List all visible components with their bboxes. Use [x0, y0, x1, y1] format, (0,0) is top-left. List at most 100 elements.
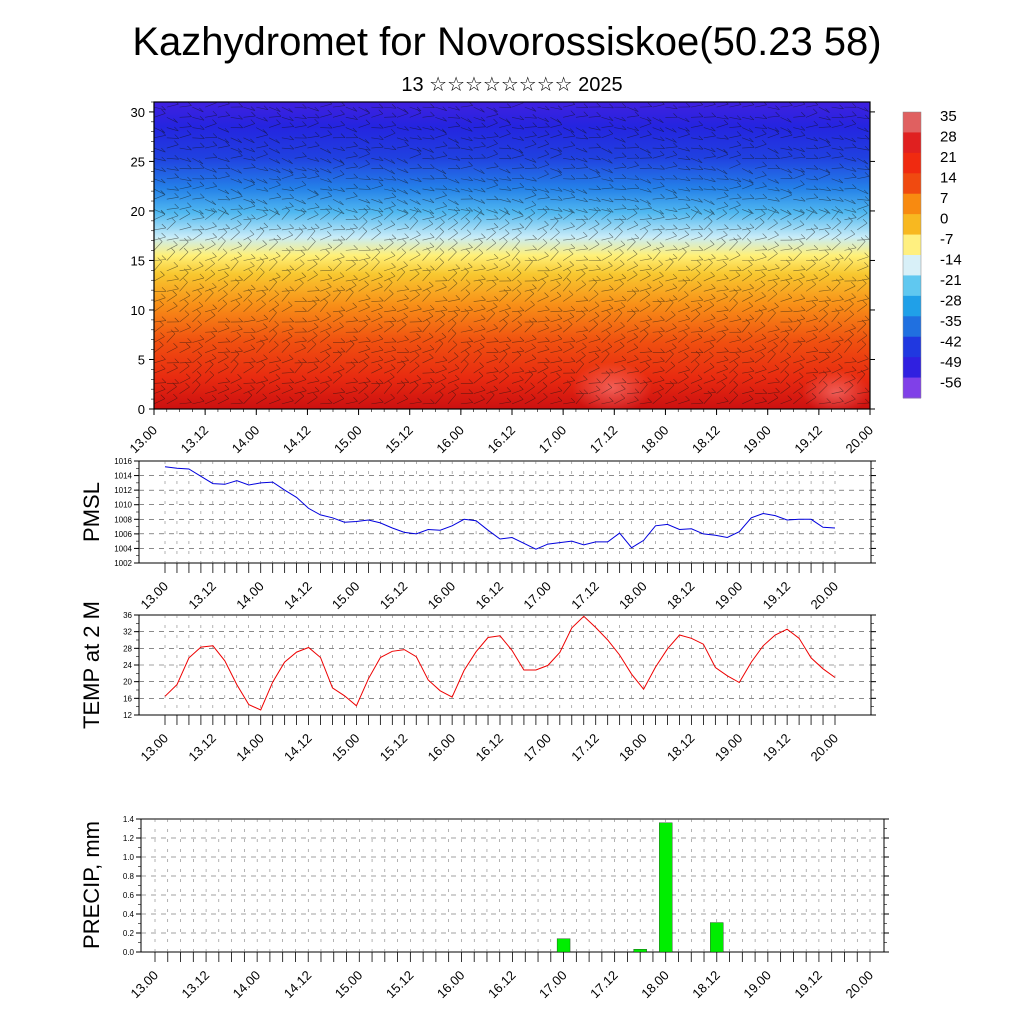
wind-barb — [473, 389, 486, 394]
x-tick-label: 20.00 — [843, 423, 877, 457]
wind-barb — [217, 115, 230, 118]
wind-barb — [601, 277, 614, 282]
wind-barb — [259, 226, 265, 232]
wind-barb — [365, 149, 370, 155]
wind-barb — [217, 188, 230, 195]
wind-barb — [793, 209, 805, 214]
wind-barb — [314, 157, 320, 162]
wind-barb — [166, 265, 178, 272]
wind-barb — [422, 216, 435, 220]
wind-barb — [251, 284, 256, 290]
wind-barb — [154, 324, 164, 333]
wind-barb — [486, 114, 499, 118]
wind-barb — [862, 218, 868, 224]
wind-barb — [494, 347, 499, 353]
wind-barb — [422, 209, 434, 214]
wind-barb — [544, 323, 549, 329]
wind-barb — [852, 276, 857, 282]
wind-barb — [212, 385, 217, 391]
wind-barb — [358, 257, 371, 261]
wind-barb — [762, 233, 767, 238]
wind-barb — [831, 344, 841, 353]
wind-barb — [652, 370, 665, 374]
wind-barb — [647, 377, 652, 382]
wind-barb — [230, 304, 241, 313]
wind-barb — [383, 384, 393, 394]
wind-barb — [588, 127, 601, 131]
wind-barb — [160, 364, 166, 370]
wind-barb — [371, 178, 384, 182]
y-tick-label: 15 — [131, 253, 145, 268]
wind-barb — [849, 330, 854, 335]
wind-barb — [771, 206, 776, 212]
wind-barb — [212, 119, 217, 124]
wind-barb — [857, 176, 870, 180]
wind-barb — [619, 248, 624, 254]
wind-barb — [339, 394, 345, 399]
wind-barb — [268, 333, 278, 343]
wind-barb — [799, 372, 804, 377]
wind-barb — [345, 381, 358, 384]
wind-barb — [695, 350, 701, 356]
wind-barb — [786, 352, 791, 357]
wind-barb — [826, 186, 831, 191]
y-tick-label: 32 — [123, 628, 132, 637]
wind-barb — [542, 228, 547, 233]
wind-barb — [350, 361, 356, 366]
wind-barb — [537, 340, 550, 343]
wind-barb — [818, 106, 830, 113]
wind-barb — [263, 253, 269, 259]
wind-barb — [371, 359, 384, 364]
wind-barb — [557, 386, 563, 392]
wind-barb — [672, 273, 678, 279]
wind-barb — [187, 182, 192, 187]
wind-barb — [634, 306, 640, 312]
wind-barb — [396, 158, 408, 164]
wind-barb — [179, 206, 192, 210]
colorbar-label: 35 — [940, 108, 957, 125]
wind-barb — [684, 352, 689, 357]
wind-barb — [550, 349, 563, 354]
wind-barb — [741, 295, 753, 302]
wind-barb — [499, 147, 512, 150]
wind-barb — [371, 215, 383, 220]
wind-barb — [608, 304, 614, 309]
wind-barb — [179, 295, 191, 302]
wind-barb — [874, 299, 878, 303]
wind-barb — [429, 212, 435, 218]
wind-barb — [435, 336, 447, 343]
wind-barb — [363, 207, 369, 213]
wind-barb — [736, 177, 742, 182]
wind-barb — [608, 197, 614, 203]
wind-barb — [468, 127, 473, 132]
wind-barb — [690, 364, 700, 374]
wind-barb — [396, 242, 407, 251]
wind-barb — [711, 294, 716, 299]
wind-barb — [358, 324, 368, 333]
wind-barb — [787, 210, 792, 215]
wind-barb — [224, 128, 230, 133]
wind-barb — [263, 285, 269, 290]
wind-barb — [844, 157, 857, 162]
wind-barb — [767, 353, 776, 364]
wind-barb — [320, 168, 332, 174]
wind-barb — [748, 302, 754, 307]
wind-barb — [839, 335, 844, 341]
wind-barb — [441, 382, 446, 388]
y-tick-label: 0.2 — [123, 929, 135, 938]
wind-barb — [274, 290, 279, 295]
wind-barb — [179, 157, 192, 163]
wind-barb — [748, 291, 753, 297]
wind-barb — [837, 352, 843, 358]
wind-barb — [665, 249, 678, 251]
wind-barb — [723, 201, 729, 207]
wind-barb — [224, 394, 229, 399]
wind-barb — [435, 394, 444, 405]
wind-barb — [754, 143, 767, 149]
wind-barb — [505, 261, 511, 266]
wind-barb — [327, 274, 333, 279]
wind-barb — [288, 159, 293, 164]
wind-barb — [383, 397, 395, 405]
wind-barb — [557, 187, 563, 192]
